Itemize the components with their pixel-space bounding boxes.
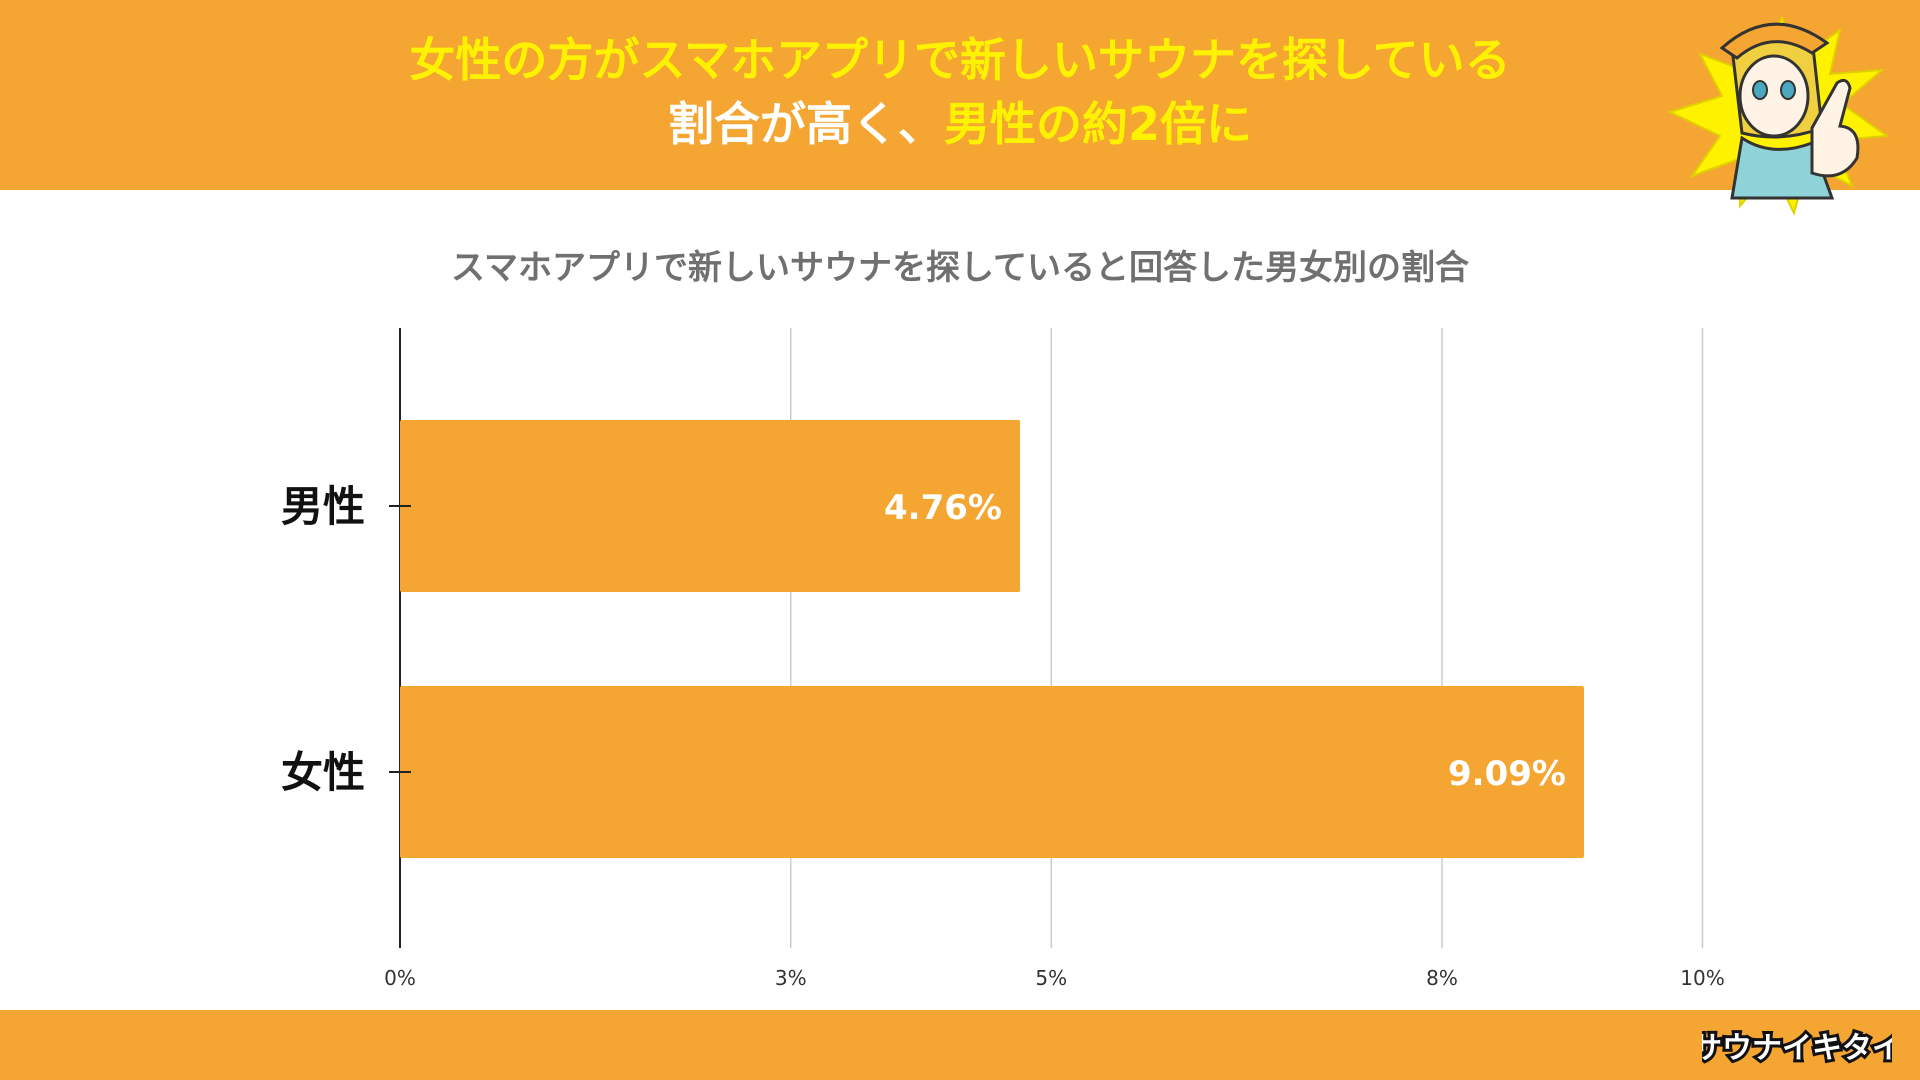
headline: 女性の方がスマホアプリで新しいサウナを探している 割合が高く、男性の約2倍に <box>0 28 1920 156</box>
bar-chart: 0% 3% 5% 8% 10% 男性 4.76% 女性 9.09% <box>281 328 1725 990</box>
mascot-face <box>1738 54 1810 138</box>
headline-line2: 割合が高く、男性の約2倍に <box>0 92 1920 156</box>
x-tick-label: 5% <box>1035 966 1067 990</box>
category-label: 男性 <box>281 482 365 531</box>
x-tick-label: 0% <box>384 966 416 990</box>
bar-female <box>400 686 1584 858</box>
brand-logo: サウナイキタイ <box>1702 1028 1892 1069</box>
mascot-hand <box>1810 78 1860 178</box>
x-tick-label: 3% <box>775 966 807 990</box>
x-tick-label: 8% <box>1426 966 1458 990</box>
bar-male <box>400 420 1020 592</box>
footer-bar <box>0 1010 1920 1080</box>
mascot-body <box>1730 135 1835 200</box>
chart-title: スマホアプリで新しいサウナを探していると回答した男女別の割合 <box>451 248 1469 288</box>
x-tick-label: 10% <box>1680 966 1724 990</box>
data-label: 9.09% <box>1448 754 1566 794</box>
headline-line1: 女性の方がスマホアプリで新しいサウナを探している <box>409 33 1511 87</box>
mascot-illustration <box>1667 15 1890 216</box>
data-label: 4.76% <box>884 488 1002 528</box>
brand-logo-text: サウナイキタイ <box>1702 1031 1892 1066</box>
headline-line2-part1: 割合が高く、 <box>667 97 944 151</box>
mascot-eye-left <box>1752 80 1768 100</box>
header-banner: 女性の方がスマホアプリで新しいサウナを探している 割合が高く、男性の約2倍に <box>0 0 1920 216</box>
headline-line2-part2: 男性の約2倍に <box>943 97 1252 151</box>
category-label: 女性 <box>281 748 365 797</box>
mascot-eye-right <box>1780 80 1796 100</box>
mascot-hood <box>1719 22 1830 60</box>
